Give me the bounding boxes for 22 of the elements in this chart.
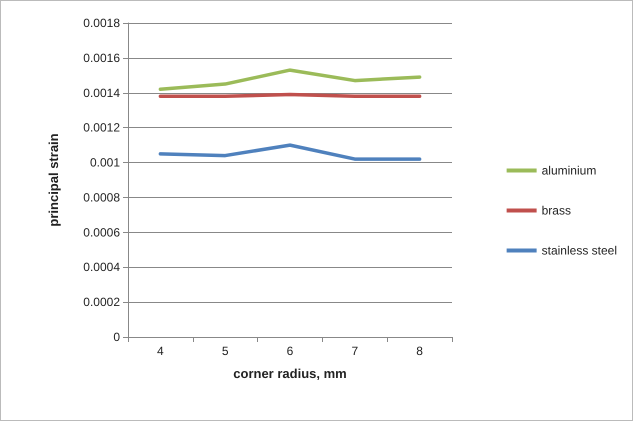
x-axis-title: corner radius, mm xyxy=(233,366,347,381)
legend-label: aluminium xyxy=(542,164,596,178)
y-tick-label: 0.0018 xyxy=(83,16,120,30)
x-tick-label: 7 xyxy=(351,344,358,358)
y-axis-title: principal strain xyxy=(46,133,61,227)
y-tick-label: 0.0012 xyxy=(83,120,120,135)
x-tick-label: 8 xyxy=(416,344,424,358)
line-series xyxy=(158,143,422,161)
y-tick-label: 0.001 xyxy=(90,156,120,170)
y-tick-label: 0.0002 xyxy=(83,295,120,310)
x-tick-label: 5 xyxy=(222,344,229,358)
x-tick-label: 6 xyxy=(286,344,294,358)
y-tick-label: 0.0014 xyxy=(83,86,120,100)
y-tick-label: 0.0016 xyxy=(83,50,120,65)
x-tick-label: 4 xyxy=(157,344,164,358)
y-tick-label: 0.0004 xyxy=(83,260,120,274)
y-tick-label: 0.0008 xyxy=(83,190,120,204)
line-series xyxy=(158,68,422,92)
y-tick-label: 0.0006 xyxy=(83,225,120,240)
y-tick-label: 0 xyxy=(113,330,120,344)
legend-label: brass xyxy=(542,204,571,218)
legend-label: stainless steel xyxy=(542,244,618,258)
